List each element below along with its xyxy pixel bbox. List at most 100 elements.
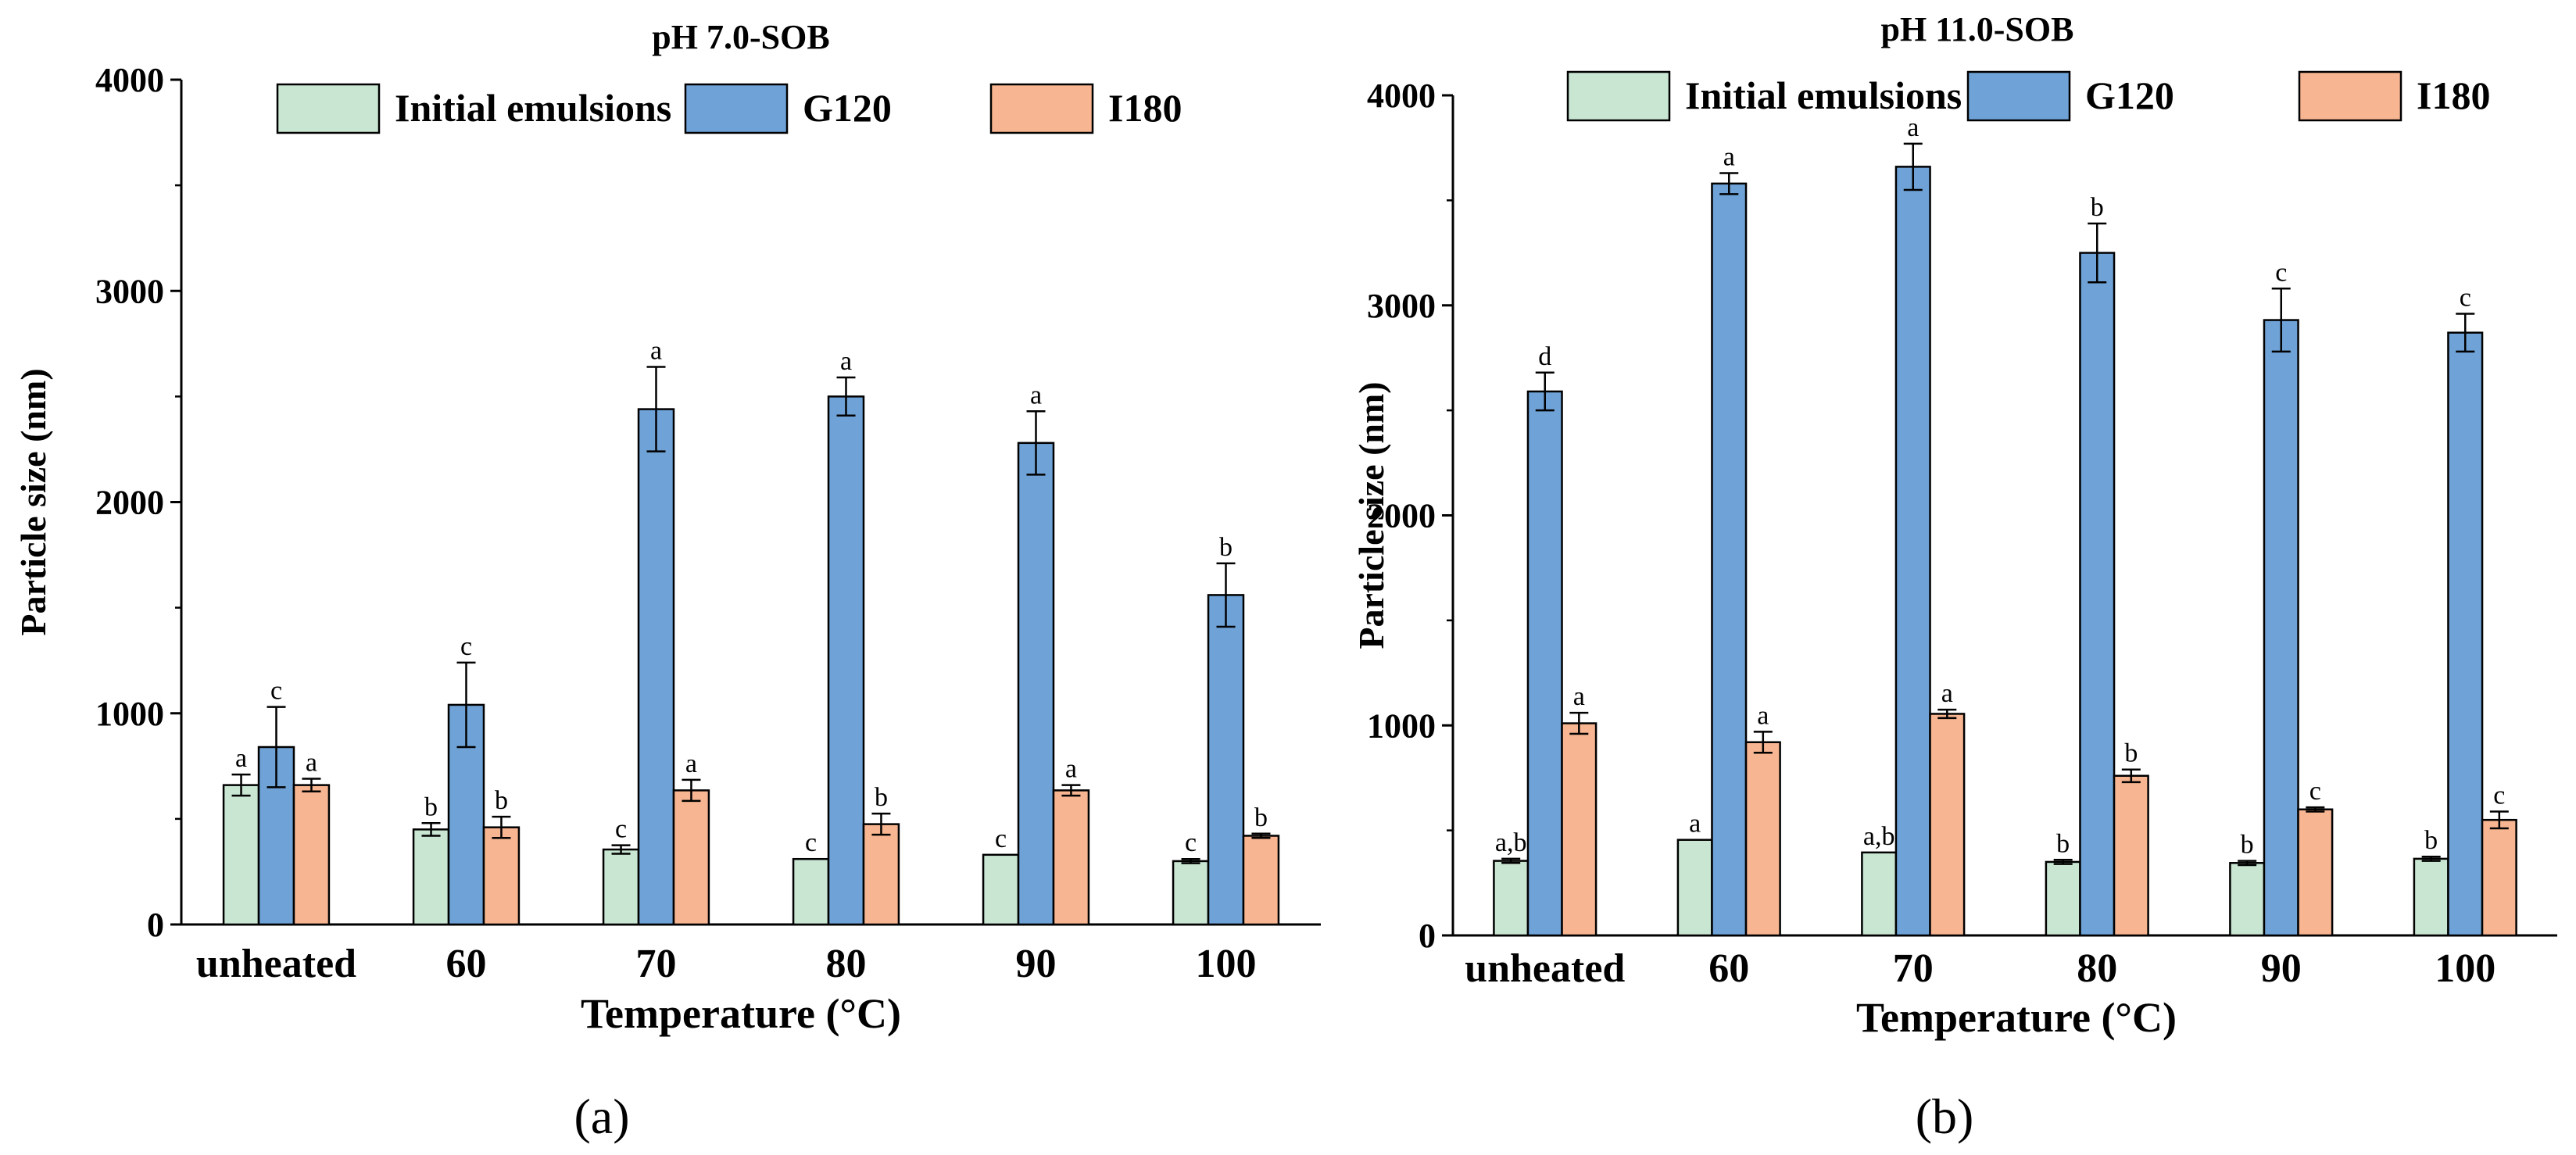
significance-letter: a: [306, 749, 317, 778]
significance-letter: a: [685, 749, 697, 778]
legend-label: Initial emulsions: [1685, 73, 1962, 117]
bar-i180-60: [1744, 741, 1781, 937]
significance-letter: c: [2460, 284, 2471, 313]
y-tick-label: 4000: [95, 61, 164, 99]
significance-letter: a,b: [1495, 828, 1527, 857]
significance-letter: c: [805, 828, 817, 857]
legend: Initial emulsions G120 I180: [1566, 70, 2490, 122]
significance-letter: a: [1723, 142, 1735, 171]
x-tick-label: 100: [2435, 946, 2496, 991]
bar-initial-emulsions-unheated: [222, 784, 260, 926]
bar-initial-emulsions-60: [1676, 839, 1713, 937]
significance-letter: a: [1689, 810, 1701, 839]
significance-letter: b: [2091, 193, 2104, 222]
x-tick-label: 60: [1708, 946, 1749, 991]
bar-g120-70: [1894, 166, 1931, 937]
bar-initial-emulsions-90: [982, 853, 1020, 926]
bar-g120-80: [2079, 252, 2116, 937]
bar-g120-100: [1207, 594, 1245, 926]
bar-g120-70: [637, 408, 675, 926]
significance-letter: c: [270, 677, 282, 706]
significance-letter: a: [1030, 381, 1042, 409]
x-tick-label: 100: [1196, 942, 1257, 986]
significance-letter: a: [840, 347, 852, 376]
panel-label: (a): [574, 1089, 629, 1144]
significance-letter: b: [2056, 829, 2070, 858]
chart-title: pH 7.0-SOB: [652, 18, 829, 56]
legend-label: Initial emulsions: [395, 86, 671, 130]
significance-letter: a,b: [1863, 822, 1895, 851]
significance-letter: c: [2309, 777, 2321, 806]
significance-letter: b: [2124, 739, 2138, 768]
x-tick-label: 60: [446, 942, 487, 986]
significance-letter: d: [1538, 342, 1551, 371]
bar-initial-emulsions-80: [2045, 860, 2081, 937]
significance-letter: b: [1254, 803, 1268, 832]
x-tick-label: 90: [1016, 942, 1057, 986]
legend-label: G120: [803, 86, 892, 130]
significance-letter: c: [1185, 828, 1197, 857]
legend-label: I180: [1108, 86, 1182, 130]
bar-initial-emulsions-100: [1172, 860, 1210, 926]
x-tick-label: 70: [636, 942, 677, 986]
significance-letter: c: [995, 824, 1007, 853]
legend-label: G120: [2085, 73, 2174, 117]
legend-swatch-initial-emulsions: [1566, 70, 1671, 122]
x-axis-title: Temperature (°C): [1856, 994, 2177, 1041]
significance-letter: b: [495, 786, 508, 815]
y-tick-label: 2000: [1367, 497, 1436, 535]
bar-g120-90: [2263, 319, 2299, 937]
significance-letter: c: [2493, 781, 2505, 810]
bar-initial-emulsions-70: [1861, 851, 1898, 937]
significance-letter: b: [2241, 831, 2254, 860]
x-tick-label: 80: [826, 942, 867, 986]
bar-i180-100: [1242, 835, 1280, 926]
y-tick-label: 4000: [1367, 77, 1436, 115]
bar-initial-emulsions-100: [2413, 857, 2449, 937]
y-tick-label: 0: [1419, 917, 1436, 955]
significance-letter: c: [460, 632, 472, 661]
bar-initial-emulsions-60: [412, 828, 450, 926]
x-tick-label: unheated: [196, 942, 356, 986]
significance-letter: c: [2275, 258, 2287, 287]
significance-letter: a: [1907, 113, 1919, 142]
y-tick-label: 2000: [95, 484, 164, 522]
significance-letter: b: [1219, 533, 1233, 562]
bar-g120-60: [1711, 182, 1748, 937]
y-tick-label: 1000: [1367, 706, 1436, 745]
y-axis-title: Particle size (nm): [1351, 381, 1391, 649]
bar-initial-emulsions-80: [792, 857, 830, 926]
bar-i180-70: [672, 789, 710, 926]
legend-swatch-g120: [1966, 70, 2071, 122]
legend-swatch-initial-emulsions: [276, 83, 381, 134]
x-tick-label: 90: [2261, 946, 2302, 991]
bar-i180-80: [862, 823, 900, 926]
significance-letter: a: [1941, 679, 1953, 708]
bar-g120-unheated: [1526, 390, 1563, 937]
significance-letter: b: [424, 792, 438, 821]
legend-swatch-i180: [2298, 70, 2402, 122]
significance-letter: a: [1573, 682, 1585, 711]
chart-panel-b: pH 11.0-SOB Initial emulsions G120 I180 0 100…: [1351, 10, 2557, 1144]
bar-i180-60: [482, 826, 521, 926]
significance-letter: a: [235, 744, 247, 773]
bar-i180-100: [2481, 818, 2517, 937]
bar-i180-unheated: [1561, 722, 1597, 937]
y-axis-title: Particle size (nm): [13, 368, 53, 635]
bar-i180-90: [2297, 808, 2334, 937]
chart-panel-a: pH 7.0-SOB Initial emulsions G120 I180 0 1000…: [13, 18, 1321, 1144]
significance-letter: a: [1065, 755, 1077, 784]
legend-swatch-g120: [684, 83, 789, 134]
significance-letter: b: [875, 783, 888, 812]
bar-i180-70: [1929, 713, 1966, 937]
significance-letter: a: [1757, 701, 1769, 730]
x-tick-label: 80: [2077, 946, 2117, 991]
y-tick-label: 1000: [95, 695, 164, 733]
x-axis-title: Temperature (°C): [581, 990, 901, 1037]
panel-label: (b): [1916, 1089, 1974, 1144]
x-tick-label: 70: [1893, 946, 1934, 991]
bar-i180-80: [2113, 774, 2149, 937]
bar-i180-90: [1052, 789, 1090, 926]
